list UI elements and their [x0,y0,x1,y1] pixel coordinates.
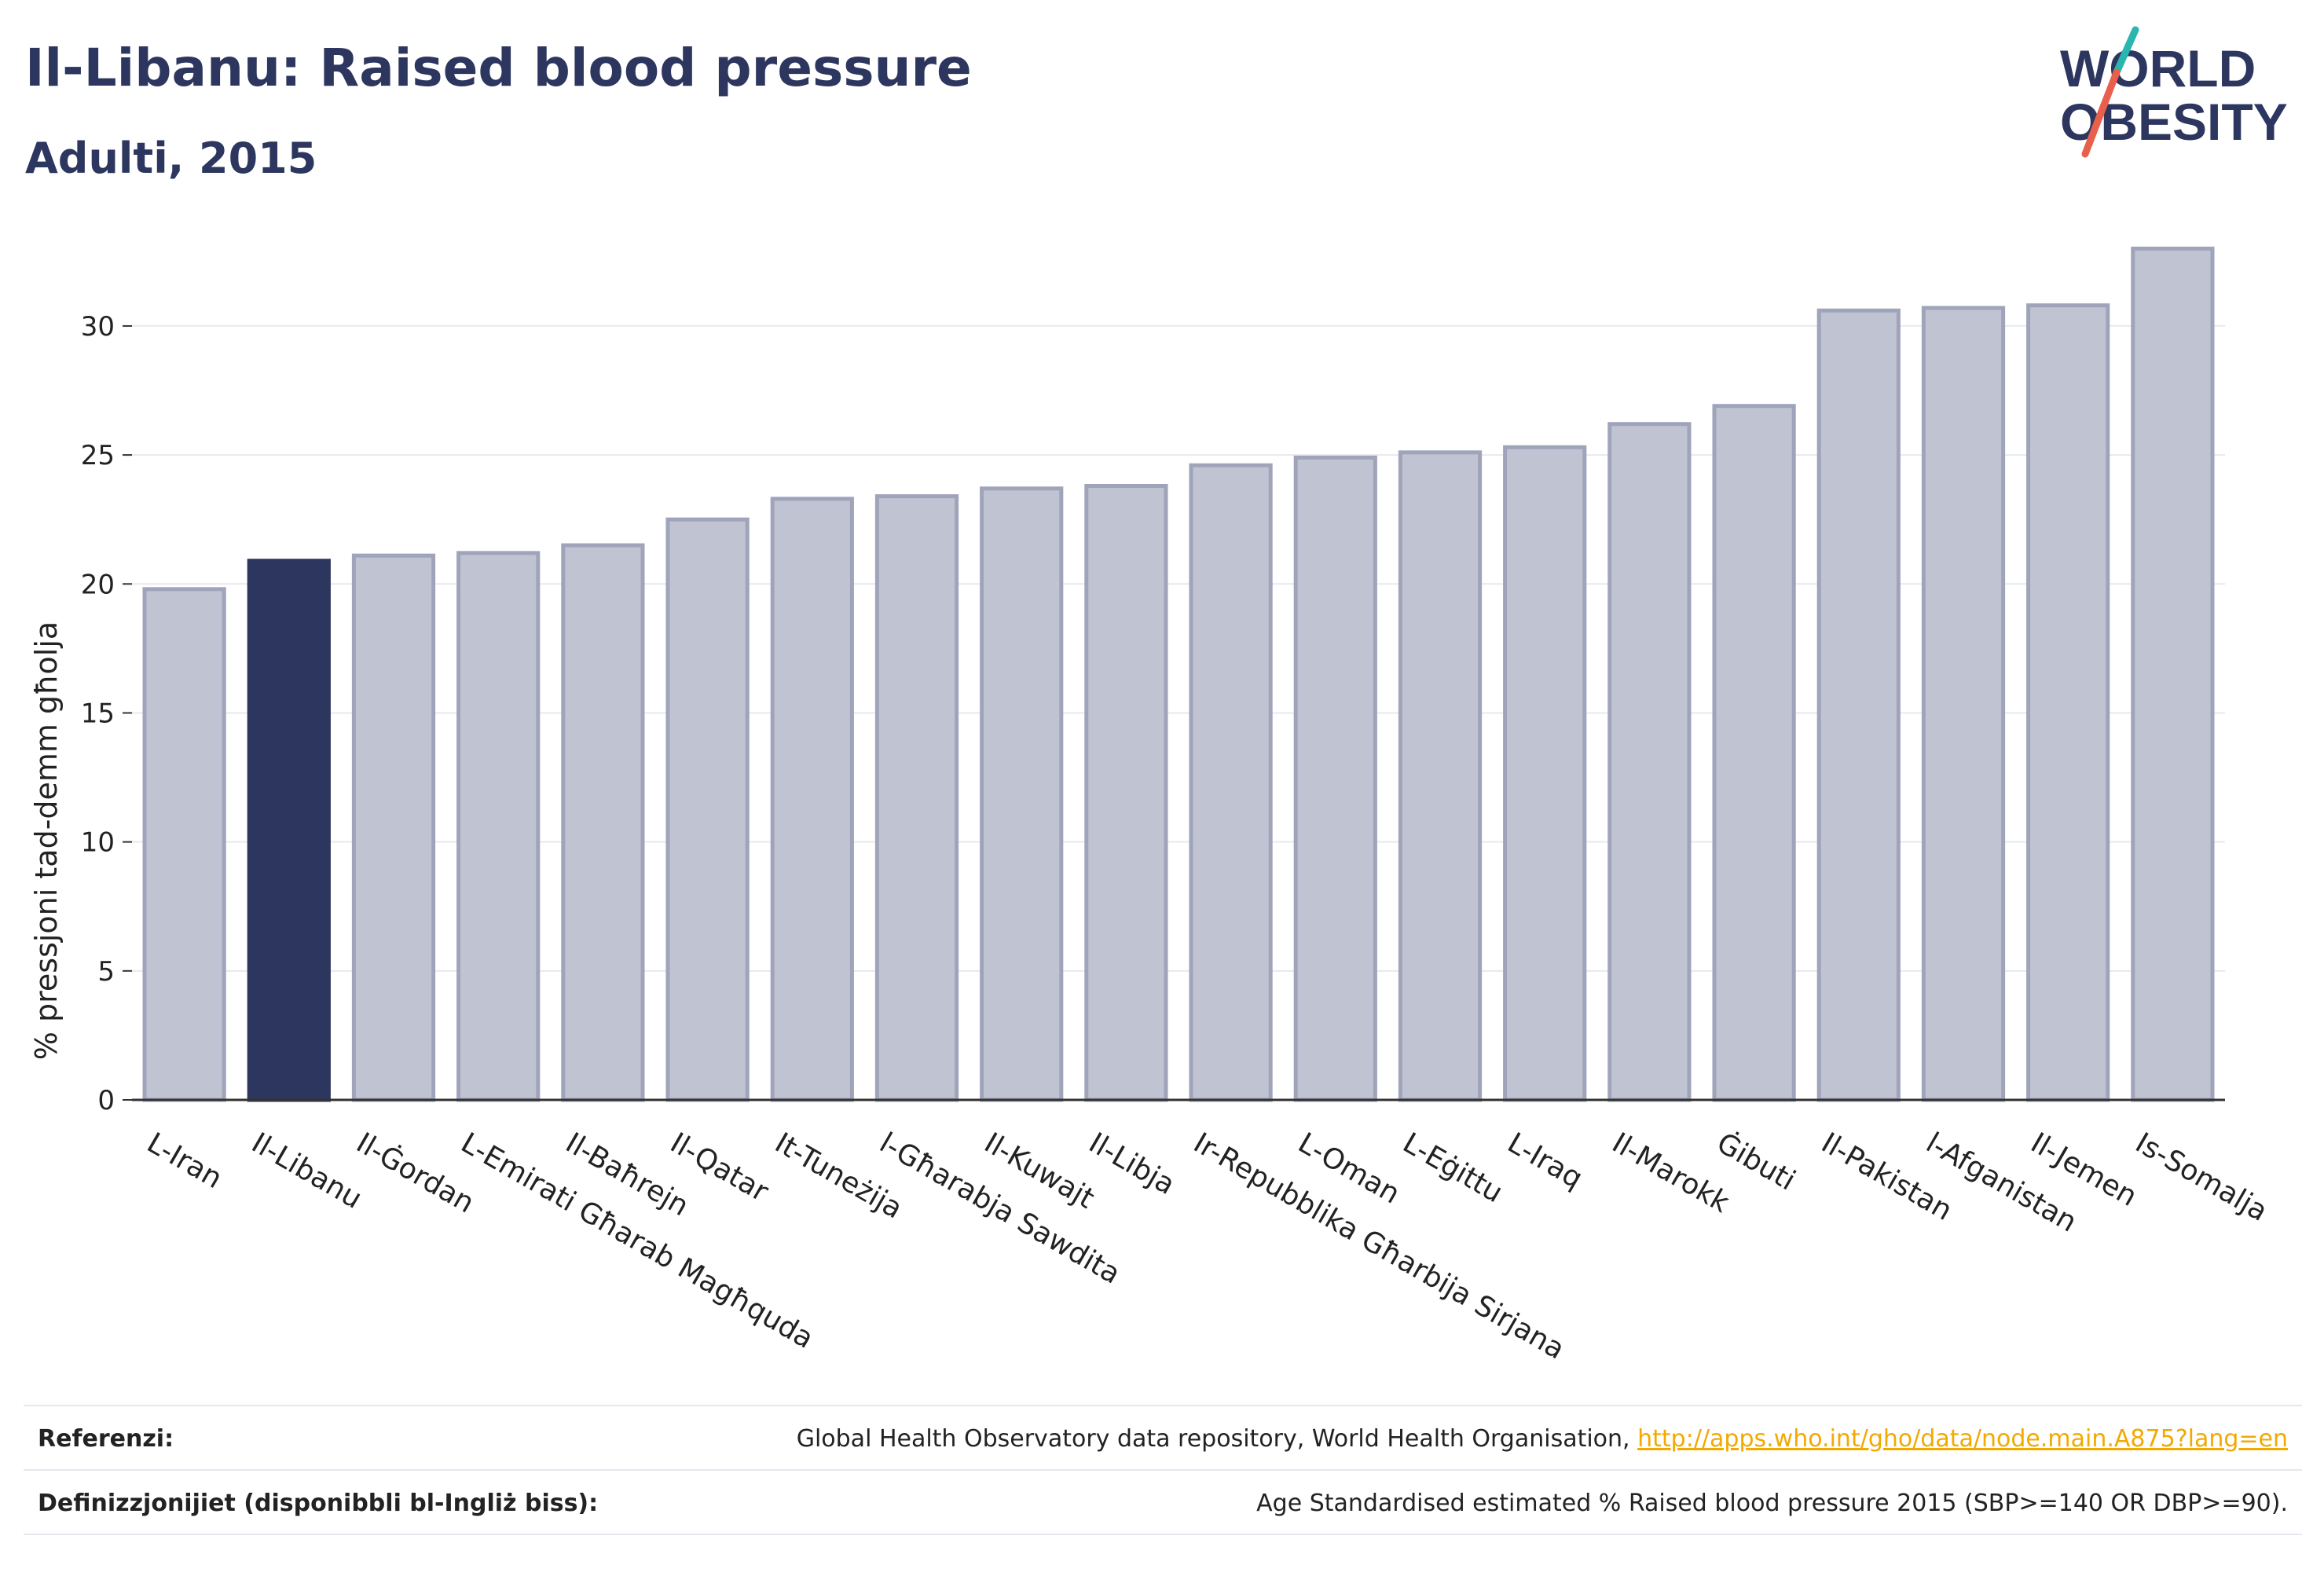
logo-slash-top [2113,26,2139,76]
grid-lines [132,324,2225,972]
x-tick-label: Il-Libja [1083,1127,1180,1201]
footer-divider [24,1534,2302,1535]
bar-il-jemen [2026,303,2110,1102]
definitions-value: Age Standardised estimated % Raised bloo… [1256,1489,2288,1517]
bar-il-libja [1084,484,1168,1102]
bar-l-emirati-g-arab-mag-quda [456,551,541,1102]
bar--ibuti [1712,404,1796,1102]
bar-chart: 0 5 10 15 20 25 30 L-Iran Il-LibanuIl-ĠordanL-Em… [29,246,2273,1366]
y-tick-label: 30 [81,311,115,343]
y-axis-label: % pressjoni tad-demm għolja [29,621,64,1060]
bar-il-marokk [1607,422,1692,1102]
bar-il-ba-rejn [561,543,645,1102]
references-label: Referenzi: [38,1424,174,1453]
references-value: Global Health Observatory data repositor… [797,1425,2302,1453]
y-tick-label: 10 [81,827,115,859]
bar-it-tune-ija [770,497,854,1102]
footer-definitions-row: Definizzjonijiet (disponibbli bl-Ingliż … [24,1469,2302,1535]
y-tick-label: 0 [97,1085,115,1116]
bars [142,246,2215,1102]
y-tick-label: 25 [81,440,115,471]
bar-il-qatar [665,517,750,1102]
y-tick-label: 5 [97,956,115,988]
references-text: Global Health Observatory data repositor… [796,1424,1630,1453]
x-tick-label: L-Emirati Għarab Magħquda [456,1127,819,1355]
y-tick-label: 20 [81,569,115,600]
page-subtitle: Adulti, 2015 [25,134,317,183]
bar-l-iraq [1503,445,1587,1102]
x-tick-label: L-Eġittu [1398,1127,1508,1209]
bar-l-oman [1293,455,1377,1102]
bar-il-libanu [247,559,331,1102]
x-tick-label: L-Iraq [1502,1127,1588,1195]
x-tick-label: Il-Libanu [246,1127,367,1215]
x-tick-label: L-Iran [141,1127,227,1195]
bar-l-iran [142,587,226,1102]
world-obesity-logo: WORLD OBESITY [2060,26,2288,158]
bar-l-e-ittu [1398,450,1483,1102]
y-tick-label: 15 [81,698,115,729]
x-tick-label: Is-Somalja [2130,1127,2273,1228]
x-tick-label: Ir-Repubblika Għarbija Sirjana [1188,1127,1570,1365]
page-title: Il-Libanu: Raised blood pressure [25,38,972,98]
logo-slash-bottom [2081,68,2121,158]
references-link[interactable]: http://apps.who.int/gho/data/node.main.A… [1637,1424,2288,1453]
footer-references-row: Referenzi: Global Health Observatory dat… [24,1405,2302,1471]
logo-line-world: WORLD [2060,39,2256,97]
bar-il-ordan [351,553,436,1102]
definitions-label: Definizzjonijiet (disponibbli bl-Ingliż … [38,1489,599,1517]
bar-is-somalja [2131,246,2215,1102]
bar-il-pakistan [1816,308,1901,1102]
x-tick-label: Il-Marokk [1607,1127,1735,1219]
bar-l-g-arabja-sawdita [874,494,959,1102]
bar-il-kuwajt [980,486,1064,1102]
bar-ir-repubblika-g-arbija-sirjana [1189,463,1273,1102]
x-tick-label: Il-Ġordan [351,1126,480,1219]
bar-l-afganistan [1921,306,2006,1102]
